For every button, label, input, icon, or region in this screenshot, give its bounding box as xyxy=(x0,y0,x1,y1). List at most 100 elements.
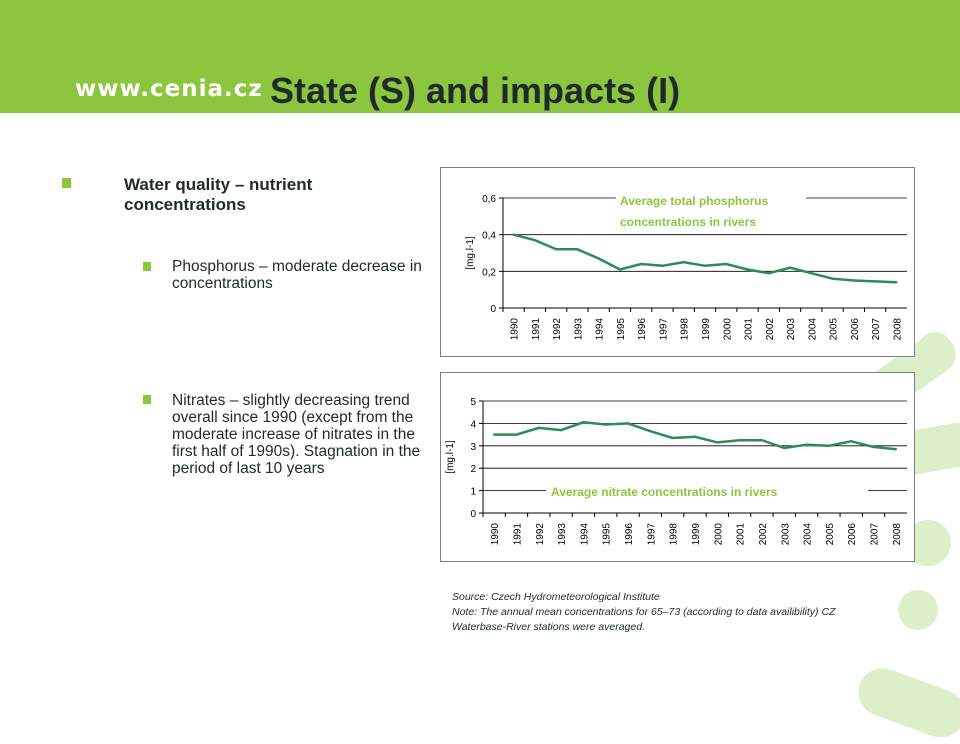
data-point xyxy=(810,271,813,275)
chart-title-line2: concentrations in rivers xyxy=(620,215,756,229)
y-axis-label: [mg.l-1] xyxy=(445,440,456,474)
x-tick-label: 2000 xyxy=(713,523,724,546)
data-point xyxy=(671,436,674,440)
data-point xyxy=(827,444,831,447)
nitrate-chart-svg: 0 1 2 3 4 5 1990 1991 1992 1993 1994 1995 1996 1997 1… xyxy=(445,397,907,546)
data-point xyxy=(873,280,877,283)
data-point xyxy=(703,264,707,268)
data-point xyxy=(788,266,792,269)
x-tick-label: 2000 xyxy=(722,318,733,341)
x-tick-label: 1994 xyxy=(579,523,590,546)
x-tick-label: 1991 xyxy=(531,318,542,341)
data-point xyxy=(767,271,770,275)
x-tick-label: 2008 xyxy=(892,523,903,546)
chart-title-line1: Average total phosphorus xyxy=(620,194,769,208)
data-point xyxy=(894,447,898,451)
x-tick-label: 1995 xyxy=(602,523,613,546)
source-note: Source: Czech Hydrometeorological Instit… xyxy=(452,590,852,635)
x-tick-label: 2005 xyxy=(825,523,836,546)
y-tick-label: 2 xyxy=(470,464,476,475)
data-point xyxy=(537,426,540,430)
x-tick-label: 1996 xyxy=(624,523,635,546)
x-tick-label: 2003 xyxy=(780,523,791,546)
data-point xyxy=(831,277,834,280)
x-tick-label: 1991 xyxy=(512,523,523,546)
x-tick-label: 1993 xyxy=(573,318,584,341)
x-tick-label: 1990 xyxy=(490,523,501,546)
data-point xyxy=(895,281,898,284)
x-tick-label: 1997 xyxy=(658,318,669,341)
x-tick-label: 1993 xyxy=(557,523,568,546)
phosphorus-chart-svg: 0 0,2 0,4 0,6 1990 1991 1992 1993 1994 1995 1996 1… xyxy=(465,188,907,341)
x-tick-label: 2006 xyxy=(850,318,861,341)
data-point xyxy=(533,238,537,242)
y-tick-label: 0,4 xyxy=(482,231,496,242)
data-point xyxy=(693,435,697,439)
x-tick-label: 2004 xyxy=(803,523,814,546)
x-tick-label: 2006 xyxy=(847,523,858,546)
x-tick-label: 1997 xyxy=(646,523,657,546)
x-tick-label: 2003 xyxy=(786,318,797,341)
y-tick-label: 1 xyxy=(470,487,476,498)
y-tick-label: 0,2 xyxy=(482,267,496,278)
x-tick-label: 1994 xyxy=(595,318,606,341)
x-tick-label: 1996 xyxy=(637,318,648,341)
data-point xyxy=(682,260,685,264)
page-title: State (S) and impacts (I) xyxy=(270,70,681,111)
x-tick-label: 1999 xyxy=(701,318,712,341)
data-point xyxy=(783,446,786,450)
x-tick-label: 1990 xyxy=(510,318,521,341)
x-tick-label: 2002 xyxy=(765,318,776,341)
y-tick-label: 4 xyxy=(470,419,476,430)
note-line: Note: The annual mean concentrations for… xyxy=(452,606,836,633)
data-point xyxy=(850,440,853,443)
data-point xyxy=(746,268,749,271)
x-tick-label: 1992 xyxy=(552,318,563,341)
data-point xyxy=(738,439,741,442)
data-point xyxy=(760,439,764,442)
source-line: Source: Czech Hydrometeorological Instit… xyxy=(452,591,660,603)
x-tick-label: 1999 xyxy=(691,523,702,546)
chart-title: Average nitrate concentrations in rivers xyxy=(551,485,778,499)
logo[interactable]: www.cenia.cz xyxy=(75,76,263,102)
x-tick-label: 1998 xyxy=(680,318,691,341)
sub-bullet-marker xyxy=(143,395,151,404)
x-tick-label: 2005 xyxy=(829,318,840,341)
phosphorus-bullet-text: Phosphorus – moderate decrease in concen… xyxy=(172,258,422,292)
data-point xyxy=(725,262,728,266)
data-point xyxy=(716,441,719,444)
x-tick-label: 2007 xyxy=(870,523,881,546)
main-bullet-marker xyxy=(62,178,71,188)
main-bullet-text: Water quality – nutrient concentrations xyxy=(124,175,313,214)
phosphorus-chart: 0 0,2 0,4 0,6 1990 1991 1992 1993 1994 1995 1996 1… xyxy=(440,167,915,357)
phosphorus-series-line xyxy=(513,233,897,284)
nitrate-chart: 0 1 2 3 4 5 1990 1991 1992 1993 1994 1995 1996 1997 1… xyxy=(440,372,915,562)
data-point xyxy=(492,433,496,436)
x-tick-label: 2007 xyxy=(871,318,882,341)
header-bar xyxy=(0,0,960,113)
x-tick-label: 1998 xyxy=(669,523,680,546)
y-tick-label: 5 xyxy=(470,397,476,408)
y-tick-label: 0 xyxy=(470,509,476,520)
data-point xyxy=(512,233,515,236)
sub-bullet-marker xyxy=(143,262,151,271)
data-point xyxy=(554,248,558,251)
y-tick-label: 0 xyxy=(490,304,496,315)
x-tick-label: 2008 xyxy=(892,318,903,341)
data-point xyxy=(661,264,664,268)
data-point xyxy=(626,422,630,425)
data-point xyxy=(852,279,856,282)
data-point xyxy=(604,423,607,426)
x-tick-label: 2001 xyxy=(736,523,747,546)
x-tick-label: 2001 xyxy=(744,318,755,341)
data-point xyxy=(582,421,585,424)
data-point xyxy=(805,443,808,446)
x-tick-label: 2002 xyxy=(758,523,769,546)
y-axis-label: [mg.l-1] xyxy=(465,236,476,270)
data-point xyxy=(640,262,643,266)
nitrates-bullet-text: Nitrates – slightly decreasing trend ove… xyxy=(172,392,421,477)
data-point xyxy=(515,433,518,436)
x-tick-label: 2004 xyxy=(807,318,818,341)
data-point xyxy=(872,445,875,449)
data-point xyxy=(559,428,563,432)
